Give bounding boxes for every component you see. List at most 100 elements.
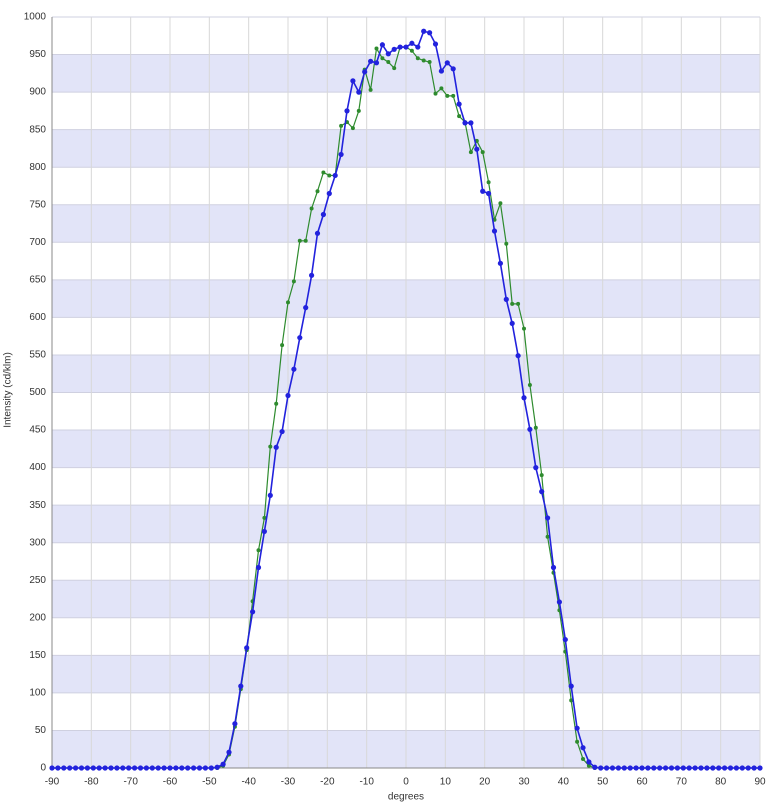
data-point	[609, 765, 616, 771]
data-point	[545, 534, 550, 539]
data-point	[137, 765, 144, 771]
data-point	[303, 305, 309, 311]
data-point	[261, 528, 267, 535]
x-tick-label: 0	[403, 777, 409, 788]
data-point	[96, 765, 102, 771]
data-point	[575, 739, 580, 744]
data-point	[521, 395, 527, 401]
data-point	[474, 146, 480, 152]
data-point	[143, 765, 149, 771]
data-point	[504, 241, 509, 246]
x-tick-label: 50	[597, 777, 609, 788]
x-tick-label: -80	[84, 777, 99, 788]
data-point	[545, 515, 551, 521]
data-point	[445, 93, 450, 98]
data-point	[102, 765, 108, 771]
x-tick-label: 60	[636, 777, 648, 788]
y-tick-label: 200	[29, 612, 46, 623]
data-point	[710, 765, 716, 771]
data-point	[733, 765, 740, 771]
data-point	[403, 44, 409, 50]
data-point	[297, 238, 302, 243]
data-point	[397, 44, 403, 50]
data-point	[374, 46, 379, 51]
data-point	[185, 765, 191, 771]
y-tick-label: 600	[29, 312, 46, 323]
y-tick-label: 400	[29, 462, 46, 473]
data-point	[716, 765, 722, 771]
data-point	[303, 238, 308, 243]
data-point	[120, 765, 126, 771]
data-point	[338, 151, 344, 158]
data-point	[391, 46, 397, 52]
y-tick-label: 750	[29, 199, 46, 210]
data-point	[415, 44, 421, 50]
data-point	[321, 170, 326, 175]
data-point	[533, 465, 539, 471]
data-point	[350, 126, 355, 131]
data-point	[633, 765, 639, 771]
data-point	[220, 761, 226, 767]
data-point	[456, 101, 462, 107]
data-point	[255, 564, 262, 571]
data-point	[149, 765, 155, 771]
data-point	[427, 60, 432, 65]
y-tick-label: 250	[29, 575, 46, 586]
y-tick-label: 450	[29, 425, 46, 436]
data-point	[539, 473, 544, 478]
data-point	[267, 492, 273, 498]
data-point	[208, 765, 214, 771]
y-tick-label: 700	[29, 237, 46, 248]
data-point	[586, 759, 592, 765]
y-tick-label: 800	[29, 162, 46, 173]
data-point	[238, 683, 244, 689]
y-tick-label: 300	[29, 537, 46, 548]
data-point	[350, 78, 356, 84]
data-point	[268, 444, 273, 449]
data-point	[598, 765, 604, 771]
data-point	[67, 765, 73, 771]
x-tick-label: -30	[281, 777, 296, 788]
data-point	[84, 765, 90, 771]
y-tick-label: 550	[29, 350, 46, 361]
y-axis-label: Intensity (cd/klm)	[3, 352, 14, 428]
data-point	[674, 765, 681, 771]
data-point	[468, 150, 473, 155]
data-point	[273, 444, 279, 450]
data-point	[409, 40, 415, 46]
data-point	[651, 765, 657, 771]
data-point	[680, 765, 686, 771]
data-point	[498, 201, 503, 206]
data-point	[90, 765, 96, 771]
y-tick-label: 850	[29, 124, 46, 135]
data-point	[421, 58, 426, 63]
data-point	[757, 765, 763, 771]
data-point	[745, 765, 751, 771]
data-point	[297, 335, 303, 341]
data-point	[380, 56, 385, 61]
x-axis-label: degrees	[388, 792, 424, 803]
x-tick-label: -20	[320, 777, 335, 788]
data-point	[315, 189, 320, 194]
data-point	[244, 645, 250, 651]
data-point	[444, 60, 450, 66]
data-point	[132, 765, 138, 771]
data-point	[604, 765, 610, 771]
y-tick-label: 0	[40, 763, 46, 774]
data-point	[539, 489, 545, 495]
data-point	[457, 114, 462, 119]
data-point	[751, 765, 757, 771]
data-point	[309, 272, 315, 278]
data-point	[503, 296, 509, 302]
data-point	[527, 426, 533, 432]
data-point	[167, 765, 173, 771]
data-point	[202, 765, 208, 771]
data-point	[49, 765, 55, 771]
data-point	[392, 66, 397, 71]
data-point	[415, 56, 420, 61]
data-point	[739, 765, 745, 771]
x-tick-label: 10	[440, 777, 452, 788]
data-point	[486, 190, 492, 197]
y-tick-label: 650	[29, 274, 46, 285]
